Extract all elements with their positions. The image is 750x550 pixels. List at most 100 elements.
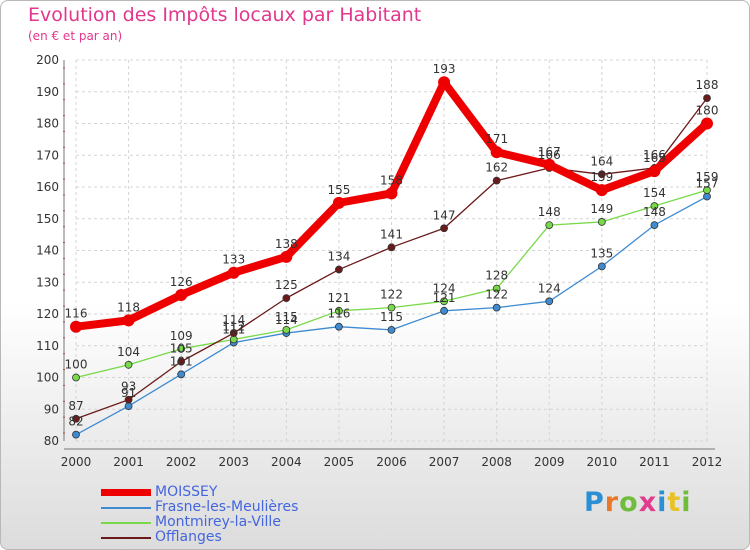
data-label: 148 [538, 205, 561, 219]
x-tick-label: 2002 [166, 455, 197, 469]
data-label: 162 [485, 161, 508, 175]
data-label: 125 [275, 278, 298, 292]
data-label-layer: 116 118 126 133 138 155 158 193 171 167 159 165 180 8… [65, 62, 719, 428]
legend-label: MOISSEY [155, 484, 218, 500]
y-tick-label: 140 [36, 244, 59, 258]
chart-subtitle: (en € et par an) [28, 29, 123, 43]
x-tick-label: 2003 [218, 455, 249, 469]
x-tick-label: 2001 [113, 455, 144, 469]
x-tick-label: 2009 [534, 455, 565, 469]
data-label: 109 [170, 329, 193, 343]
data-label: 188 [696, 78, 719, 92]
data-label: 159 [696, 170, 719, 184]
data-point [492, 176, 501, 185]
logo-letter: i [657, 487, 668, 518]
series-layer [70, 76, 713, 439]
proxiti-logo: Proxiti [584, 487, 692, 518]
y-tick-label: 110 [36, 339, 59, 353]
data-point [597, 218, 606, 226]
legend-swatch [101, 522, 151, 524]
data-point [650, 221, 659, 230]
legend-label: Montmirey-la-Ville [155, 514, 281, 530]
data-point [490, 146, 503, 159]
data-label: 112 [222, 319, 245, 333]
y-tick-label: 80 [44, 434, 59, 448]
data-label: 128 [485, 269, 508, 283]
logo-letter: i [681, 487, 692, 518]
data-point [387, 325, 396, 334]
data-point [335, 322, 343, 331]
logo-letter: o [619, 487, 639, 518]
legend-swatch [101, 507, 151, 509]
data-point [335, 265, 343, 274]
data-label: 105 [170, 342, 193, 356]
x-tick-label: 2007 [429, 455, 460, 469]
chart-title: Evolution des Impôts locaux par Habitant [28, 4, 422, 26]
data-label: 157 [696, 177, 719, 191]
data-label: 122 [485, 288, 508, 302]
data-label: 100 [65, 358, 88, 372]
y-tick-label: 100 [36, 371, 59, 385]
data-point [545, 297, 554, 306]
legend-swatch [101, 537, 151, 539]
data-point [597, 262, 606, 271]
y-tick-label: 130 [36, 275, 59, 289]
data-label: 133 [222, 253, 245, 267]
y-tick-label: 160 [36, 180, 59, 194]
data-label: 141 [380, 227, 403, 241]
data-point [72, 414, 80, 423]
data-point [440, 224, 448, 233]
data-label: 121 [327, 291, 350, 305]
data-point [177, 357, 186, 366]
data-point [438, 76, 451, 89]
data-point [175, 288, 188, 301]
data-label: 82 [68, 415, 83, 429]
data-label: 167 [538, 145, 561, 159]
data-label: 104 [117, 345, 140, 359]
data-point [229, 329, 238, 337]
x-tick-label: 2004 [271, 455, 302, 469]
legend-swatch [101, 489, 151, 496]
data-point [72, 373, 80, 382]
data-point [385, 187, 398, 200]
y-tick-label: 90 [44, 402, 59, 416]
data-point [227, 266, 240, 279]
data-label: 118 [117, 300, 140, 314]
data-label: 122 [380, 288, 403, 302]
data-point [597, 170, 606, 179]
data-point [124, 360, 133, 369]
logo-letter: P [584, 487, 605, 518]
data-label: 115 [380, 310, 403, 324]
data-label: 155 [327, 183, 350, 197]
data-label: 193 [433, 62, 456, 76]
data-label: 180 [696, 104, 719, 118]
data-label: 87 [68, 399, 83, 413]
data-point [543, 158, 556, 171]
data-point [282, 325, 291, 334]
data-point [387, 243, 396, 252]
x-tick-label: 2000 [61, 455, 92, 469]
data-label: 115 [275, 310, 298, 324]
data-label: 159 [590, 170, 613, 184]
data-label: 124 [538, 281, 561, 295]
data-point [387, 303, 396, 312]
data-label: 93 [121, 380, 136, 394]
axis-layer: 80 90 100 110 120 130 140 150 160 170 180 190 200 200… [36, 53, 722, 469]
data-label: 148 [643, 205, 666, 219]
data-point [492, 303, 501, 312]
y-tick-label: 180 [36, 117, 59, 131]
data-label: 124 [433, 281, 456, 295]
data-point [701, 117, 713, 130]
data-label: 165 [643, 151, 666, 165]
data-point [70, 320, 82, 333]
data-point [122, 314, 135, 327]
x-tick-label: 2011 [639, 455, 670, 469]
data-point [650, 202, 659, 210]
y-tick-label: 200 [36, 53, 59, 67]
data-point [280, 250, 293, 263]
x-tick-label: 2006 [376, 455, 407, 469]
data-point [440, 297, 448, 306]
y-tick-label: 150 [36, 212, 59, 226]
